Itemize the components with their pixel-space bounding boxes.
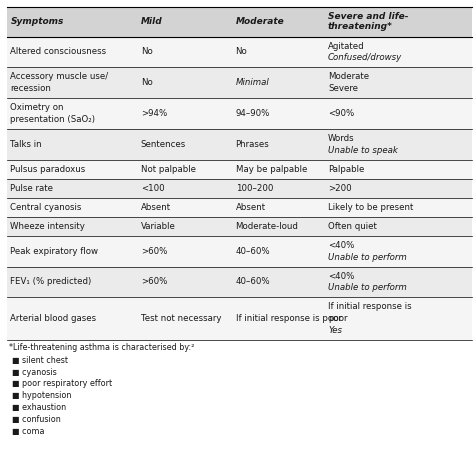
Text: No: No bbox=[141, 47, 153, 56]
Bar bbox=[7, 198, 472, 217]
Text: Severe: Severe bbox=[328, 84, 358, 93]
Text: Symptoms: Symptoms bbox=[10, 17, 64, 26]
Text: ■ silent chest: ■ silent chest bbox=[12, 356, 68, 365]
Bar bbox=[7, 179, 472, 198]
Text: Peak expiratory flow: Peak expiratory flow bbox=[10, 247, 99, 256]
Text: Not palpable: Not palpable bbox=[141, 165, 196, 173]
Text: Wheeze intensity: Wheeze intensity bbox=[10, 222, 85, 231]
Text: Yes: Yes bbox=[328, 326, 342, 335]
Text: Pulse rate: Pulse rate bbox=[10, 184, 54, 193]
Text: ■ coma: ■ coma bbox=[12, 427, 45, 436]
Text: Likely to be present: Likely to be present bbox=[328, 203, 413, 212]
Text: Phrases: Phrases bbox=[236, 140, 269, 149]
Text: Accessory muscle use/: Accessory muscle use/ bbox=[10, 72, 109, 81]
Text: Talks in: Talks in bbox=[10, 140, 42, 149]
Text: <90%: <90% bbox=[328, 109, 354, 118]
Text: *Life-threatening asthma is characterised by:²: *Life-threatening asthma is characterise… bbox=[9, 344, 194, 352]
Text: Absent: Absent bbox=[236, 203, 266, 212]
Text: Altered consciousness: Altered consciousness bbox=[10, 47, 107, 56]
Text: Severe and life-
threatening*: Severe and life- threatening* bbox=[328, 12, 409, 32]
Text: Arterial blood gases: Arterial blood gases bbox=[10, 314, 97, 323]
Bar bbox=[7, 129, 472, 159]
Bar bbox=[7, 98, 472, 129]
Text: recession: recession bbox=[10, 84, 51, 93]
Text: >94%: >94% bbox=[141, 109, 167, 118]
Bar bbox=[7, 266, 472, 297]
Text: 94–90%: 94–90% bbox=[236, 109, 270, 118]
Bar bbox=[7, 297, 472, 340]
Bar bbox=[7, 7, 472, 37]
Text: ■ exhaustion: ■ exhaustion bbox=[12, 403, 66, 412]
Text: ■ hypotension: ■ hypotension bbox=[12, 392, 71, 400]
Text: May be palpable: May be palpable bbox=[236, 165, 307, 173]
Bar bbox=[7, 159, 472, 179]
Text: Pulsus paradoxus: Pulsus paradoxus bbox=[10, 165, 86, 173]
Text: Moderate: Moderate bbox=[236, 17, 284, 26]
Text: ■ confusion: ■ confusion bbox=[12, 415, 61, 424]
Text: <100: <100 bbox=[141, 184, 164, 193]
Text: Sentences: Sentences bbox=[141, 140, 186, 149]
Text: Test not necessary: Test not necessary bbox=[141, 314, 221, 323]
Text: Confused/drowsy: Confused/drowsy bbox=[328, 53, 402, 62]
Bar bbox=[7, 37, 472, 67]
Text: Moderate-loud: Moderate-loud bbox=[236, 222, 299, 231]
Text: 100–200: 100–200 bbox=[236, 184, 273, 193]
Text: 40–60%: 40–60% bbox=[236, 247, 270, 256]
Text: If initial response is: If initial response is bbox=[328, 302, 411, 312]
Text: >60%: >60% bbox=[141, 247, 167, 256]
Text: Agitated: Agitated bbox=[328, 41, 365, 51]
Text: No: No bbox=[236, 47, 247, 56]
Bar bbox=[7, 236, 472, 266]
Text: Oximetry on: Oximetry on bbox=[10, 103, 64, 112]
Text: If initial response is poor: If initial response is poor bbox=[236, 314, 341, 323]
Text: Unable to perform: Unable to perform bbox=[328, 283, 407, 292]
Text: Often quiet: Often quiet bbox=[328, 222, 377, 231]
Text: >60%: >60% bbox=[141, 278, 167, 286]
Text: poor: poor bbox=[328, 314, 347, 323]
Text: presentation (SaO₂): presentation (SaO₂) bbox=[10, 115, 95, 124]
Text: 40–60%: 40–60% bbox=[236, 278, 270, 286]
Text: FEV₁ (% predicted): FEV₁ (% predicted) bbox=[10, 278, 91, 286]
Text: >200: >200 bbox=[328, 184, 352, 193]
Text: Unable to perform: Unable to perform bbox=[328, 252, 407, 261]
Text: Absent: Absent bbox=[141, 203, 171, 212]
Bar bbox=[7, 217, 472, 236]
Text: <40%: <40% bbox=[328, 241, 355, 250]
Text: ■ cyanosis: ■ cyanosis bbox=[12, 368, 56, 377]
Bar bbox=[7, 67, 472, 98]
Text: Palpable: Palpable bbox=[328, 165, 365, 173]
Text: <40%: <40% bbox=[328, 272, 355, 280]
Text: Mild: Mild bbox=[141, 17, 163, 26]
Text: Moderate: Moderate bbox=[328, 72, 369, 81]
Text: Words: Words bbox=[328, 134, 355, 143]
Text: No: No bbox=[141, 78, 153, 87]
Text: Unable to speak: Unable to speak bbox=[328, 146, 398, 154]
Text: ■ poor respiratory effort: ■ poor respiratory effort bbox=[12, 379, 112, 388]
Text: Minimal: Minimal bbox=[236, 78, 269, 87]
Text: Variable: Variable bbox=[141, 222, 176, 231]
Text: Central cyanosis: Central cyanosis bbox=[10, 203, 82, 212]
